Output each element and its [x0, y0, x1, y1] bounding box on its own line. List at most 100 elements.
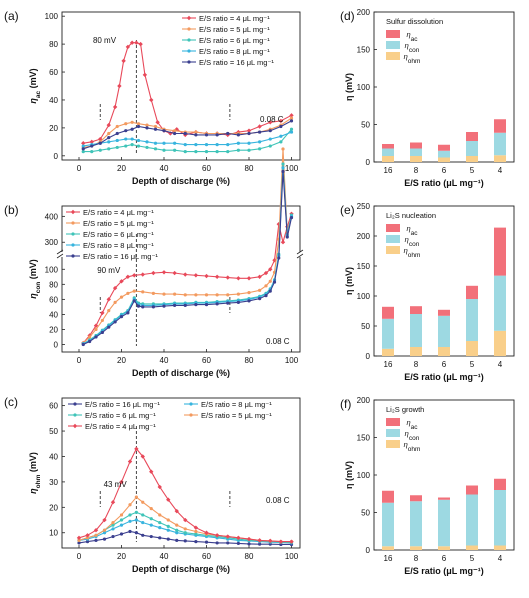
data-point [107, 131, 111, 136]
data-point [130, 127, 134, 131]
data-point [183, 303, 187, 307]
legend-marker [189, 413, 193, 417]
data-point [141, 500, 145, 504]
data-point [225, 534, 230, 539]
data-point [115, 131, 119, 136]
data-point [263, 270, 269, 276]
plot-frame [61, 397, 301, 549]
data-point [141, 513, 145, 517]
bar-segment-ac [438, 309, 450, 316]
data-point [268, 137, 272, 141]
data-point [121, 58, 126, 64]
data-point [183, 293, 187, 297]
y-tick-label: 20 [49, 124, 58, 133]
data-point [247, 131, 251, 136]
data-point [153, 127, 158, 131]
data-point [130, 120, 134, 124]
y-tick-label: 40 [49, 96, 58, 105]
data-point [119, 295, 124, 299]
bar-segment-ohm [438, 546, 450, 550]
data-point [94, 538, 98, 542]
y-tick-label: 200 [357, 396, 371, 405]
legend-entry: ηcon [405, 41, 420, 54]
legend-marker [71, 243, 75, 247]
legend-swatch [386, 30, 400, 38]
data-point [289, 130, 294, 134]
y-tick-label: 100 [45, 265, 59, 274]
legend-entry: E/S ratio = 4 μL mg⁻¹ [85, 422, 156, 431]
data-point [172, 270, 177, 276]
y-tick-label: 300 [45, 238, 59, 247]
bar-segment-ac [438, 144, 450, 151]
legend-swatch [386, 440, 400, 448]
legend-entry: E/S ratio = 6 μL mg⁻¹ [199, 36, 270, 45]
bar-segment-con [438, 150, 450, 158]
data-point [158, 520, 162, 525]
data-point [100, 318, 104, 323]
data-point [107, 147, 111, 151]
bar-segment-con [382, 502, 394, 547]
data-point [85, 533, 90, 538]
x-tick-label: 16 [384, 360, 393, 369]
y-tick-label: 50 [361, 322, 370, 331]
legend-entry: E/S ratio = 4 μL mg⁻¹ [199, 14, 270, 23]
data-point [258, 542, 262, 546]
data-point [162, 292, 166, 296]
bar-segment-ohm [410, 347, 422, 356]
data-point [246, 128, 252, 133]
legend-swatch [386, 418, 400, 426]
bar-segment-con [438, 499, 450, 547]
x-tick-label: 60 [202, 552, 211, 561]
data-point [215, 150, 219, 154]
bar-segment-ac [438, 497, 450, 500]
bar-segment-ac [382, 306, 394, 319]
bar-segment-con [466, 141, 478, 156]
data-point [236, 133, 240, 137]
panel-label: (e) [340, 203, 355, 217]
data-point [236, 148, 240, 152]
bar-segment-con [494, 490, 506, 546]
x-tick-label: 6 [442, 360, 447, 369]
data-point [226, 541, 230, 545]
legend-entry: E/S ratio = 6 μL mg⁻¹ [83, 230, 154, 239]
data-point [88, 335, 92, 339]
data-point [149, 506, 153, 511]
data-point [102, 531, 107, 535]
data-point [149, 97, 154, 103]
data-point [124, 144, 128, 148]
x-tick-label: 8 [414, 554, 419, 563]
data-point [106, 297, 111, 302]
data-point [76, 535, 82, 541]
data-point [89, 139, 94, 145]
data-point [151, 291, 155, 295]
data-point [153, 141, 158, 145]
legend-marker [187, 60, 191, 64]
data-point [134, 518, 138, 522]
data-point [134, 446, 139, 452]
data-point [124, 122, 128, 126]
data-point [215, 133, 219, 137]
bar-segment-ac [410, 306, 422, 314]
data-point [204, 273, 209, 279]
data-point [153, 124, 158, 129]
data-point [94, 327, 98, 332]
data-point [149, 534, 153, 539]
data-point [183, 517, 188, 523]
data-point [264, 284, 268, 288]
data-point [162, 129, 166, 133]
data-point [204, 150, 209, 154]
data-point [204, 133, 209, 137]
data-point [94, 335, 98, 339]
data-point [173, 131, 177, 136]
x-tick-label: 80 [245, 164, 254, 173]
x-tick-label: 8 [414, 360, 419, 369]
data-point [258, 297, 262, 301]
data-point [247, 141, 251, 145]
data-point [276, 221, 281, 227]
x-tick-label: 4 [498, 554, 503, 563]
data-point [281, 162, 285, 166]
data-point [204, 540, 209, 544]
